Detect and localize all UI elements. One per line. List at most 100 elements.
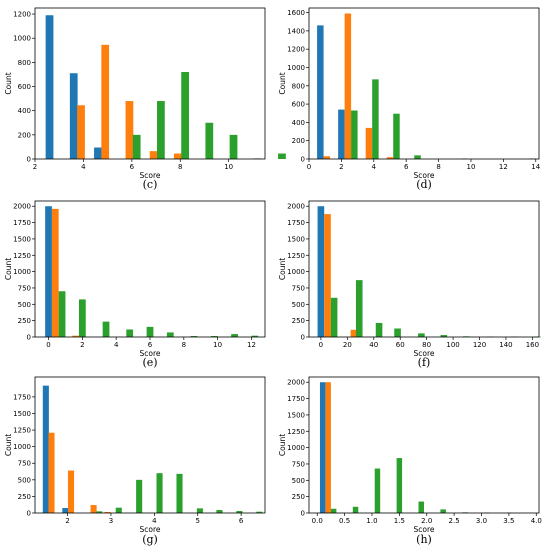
y-tick-label: 1500	[287, 235, 305, 243]
histogram-panel: 0 20 40 60 80 100 120 140 160 0 250 500 750 1000 1250 1…	[278, 200, 541, 369]
x-tick-label: 0	[319, 341, 323, 349]
histogram-bar	[317, 206, 325, 337]
y-axis-label: Count	[4, 258, 13, 280]
y-tick-label: 1500	[13, 235, 31, 243]
x-tick-label: 20	[343, 341, 352, 349]
subfigure-caption: (d)	[416, 178, 432, 191]
y-tick-label: 1250	[13, 427, 31, 435]
histogram-bar	[173, 153, 182, 159]
x-tick-label: 2.5	[449, 517, 460, 525]
histogram-bar	[365, 127, 373, 159]
x-axis-label: Score	[413, 349, 434, 358]
x-axis-label: Score	[413, 525, 434, 534]
x-tick-label: 1.0	[366, 517, 377, 525]
y-tick-label: 1000	[13, 268, 31, 276]
y-tick-label: 400	[18, 107, 31, 115]
x-axis-label: Score	[139, 171, 160, 180]
y-tick-label: 500	[292, 477, 305, 485]
y-tick-label: 1000	[287, 444, 305, 452]
y-tick-label: 800	[18, 59, 31, 67]
histogram-bar	[350, 329, 358, 337]
histogram-panel: 0 2 4 6 8 10 12 0 250 500 750 1000 1250 1500 1750 2000 S…	[4, 200, 266, 369]
x-tick-label: 6	[148, 341, 153, 349]
histogram-bar	[375, 322, 383, 337]
histogram-bar	[196, 508, 203, 513]
histogram-bar	[317, 25, 324, 159]
histogram-bar	[440, 335, 448, 337]
x-tick-label: 8	[182, 341, 186, 349]
x-tick-label: 2	[80, 341, 84, 349]
y-tick-label: 1200	[13, 11, 31, 19]
x-tick-label: 4	[81, 163, 86, 171]
y-tick-label: 1250	[13, 252, 31, 260]
y-tick-label: 200	[18, 131, 31, 139]
histogram-bar	[69, 73, 78, 159]
subfigure-caption: (h)	[416, 533, 432, 546]
y-tick-label: 200	[292, 137, 305, 145]
histogram-bar	[62, 508, 69, 513]
histogram-bar	[96, 511, 103, 513]
y-tick-label: 500	[18, 301, 31, 309]
histogram-bar	[78, 299, 86, 337]
histogram-bar	[48, 432, 55, 513]
histogram-bar	[418, 333, 425, 337]
x-tick-label: 60	[396, 341, 405, 349]
x-axis-label: Score	[139, 349, 160, 358]
histogram-bar	[374, 468, 381, 513]
histogram-bar	[72, 335, 79, 337]
plot-frame	[308, 200, 540, 338]
x-axis-label: Score	[139, 525, 160, 534]
x-tick-label: 1.5	[394, 517, 405, 525]
x-tick-label: 0.0	[312, 517, 323, 525]
histogram-bar	[94, 147, 102, 159]
histogram-bar	[351, 110, 358, 159]
histogram-bar	[210, 336, 218, 337]
y-tick-label: 600	[292, 101, 305, 109]
x-tick-label: 4	[114, 341, 119, 349]
y-axis-label: Count	[4, 72, 13, 94]
histogram-bar	[181, 72, 189, 159]
x-tick-label: 160	[526, 341, 539, 349]
y-tick-label: 1000	[287, 268, 305, 276]
x-tick-label: 6	[239, 517, 244, 525]
y-tick-label: 2000	[287, 379, 305, 387]
histogram-panel: 2 4 6 8 10 0 200 400 600 800 1000 1200 Score Count (c)	[4, 7, 286, 191]
x-tick-label: 3.0	[476, 517, 487, 525]
y-axis-label: Count	[4, 434, 13, 456]
plot-frame	[308, 7, 540, 160]
histogram-bar	[355, 280, 363, 337]
x-tick-label: 8	[178, 163, 182, 171]
y-tick-label: 750	[18, 284, 31, 292]
plot-frame	[308, 376, 540, 514]
plot-frame	[34, 200, 266, 338]
y-tick-label: 1000	[13, 35, 31, 43]
y-tick-label: 250	[18, 493, 31, 501]
histogram-bar	[338, 109, 345, 159]
histogram-bar	[325, 382, 331, 513]
histogram-bar	[394, 328, 401, 337]
x-tick-label: 2	[339, 163, 343, 171]
y-axis-label: Count	[278, 258, 287, 280]
histogram-bar	[136, 479, 143, 513]
plot-frame	[34, 7, 266, 160]
histogram-panel: 0 2 4 6 8 10 12 14 0 200 400 600 800 1000 1200 1400 1600…	[278, 7, 541, 191]
y-tick-label: 0	[27, 334, 31, 342]
histogram-bar	[393, 113, 400, 159]
y-tick-label: 250	[18, 317, 31, 325]
y-axis-label: Count	[278, 72, 287, 94]
y-tick-label: 750	[292, 284, 305, 292]
histogram-bar	[330, 508, 337, 513]
x-tick-label: 0	[307, 163, 311, 171]
x-tick-label: 10	[213, 341, 222, 349]
x-tick-label: 0	[46, 341, 50, 349]
y-tick-label: 2000	[287, 203, 305, 211]
y-tick-label: 1750	[13, 393, 31, 401]
subfigure-caption: (g)	[142, 533, 158, 546]
y-tick-label: 1250	[287, 252, 305, 260]
y-tick-label: 400	[292, 119, 305, 127]
histogram-bar	[90, 505, 97, 513]
x-tick-label: 10	[224, 163, 233, 171]
histogram-bar	[216, 510, 223, 513]
x-tick-label: 12	[247, 341, 256, 349]
histogram-bar	[132, 134, 141, 159]
